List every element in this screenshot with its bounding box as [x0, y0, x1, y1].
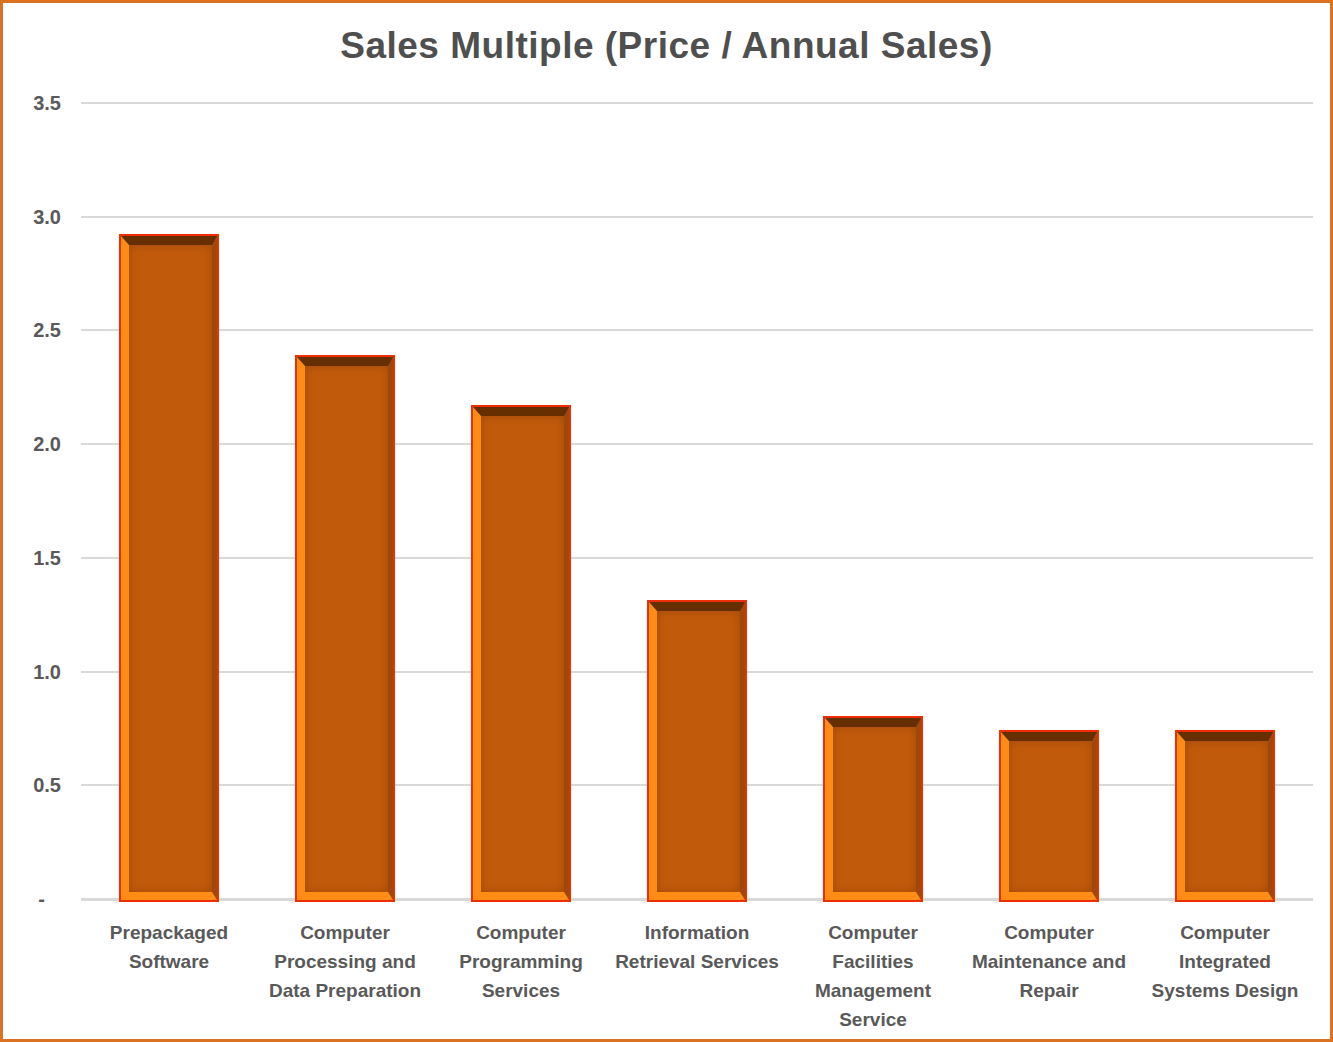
gridline [81, 557, 1313, 559]
bar [1001, 732, 1097, 900]
bar [121, 236, 217, 900]
y-axis-tick-label: 3.0 [9, 205, 61, 229]
category-label: ComputerProgrammingServices [421, 918, 621, 1005]
y-axis-tick-label: 1.0 [9, 660, 61, 684]
gridline [81, 216, 1313, 218]
y-axis-tick-label: - [9, 887, 61, 911]
category-label: ComputerFacilitiesManagementService [773, 918, 973, 1034]
y-axis-tick-label: 0.5 [9, 773, 61, 797]
gridline [81, 329, 1313, 331]
category-label: ComputerIntegratedSystems Design [1125, 918, 1325, 1005]
bar [1177, 732, 1273, 900]
plot-area: 3.5 3.0 2.5 2.0 1.5 1.0 0.5 -PrepackagedSoftwar… [3, 3, 1330, 1039]
bar [825, 718, 921, 900]
category-label: PrepackagedSoftware [69, 918, 269, 976]
y-axis-tick-label: 2.0 [9, 432, 61, 456]
bar [297, 357, 393, 900]
bar [649, 602, 745, 900]
y-axis-tick-label: 3.5 [9, 91, 61, 115]
category-label: ComputerProcessing andData Preparation [245, 918, 445, 1005]
y-axis-tick-label: 2.5 [9, 318, 61, 342]
gridline [81, 102, 1313, 104]
chart-frame: Sales Multiple (Price / Annual Sales) 3.… [0, 0, 1333, 1042]
category-label: InformationRetrieval Services [597, 918, 797, 976]
gridline [81, 443, 1313, 445]
bar [473, 407, 569, 900]
y-axis-tick-label: 1.5 [9, 546, 61, 570]
category-label: ComputerMaintenance andRepair [949, 918, 1149, 1005]
